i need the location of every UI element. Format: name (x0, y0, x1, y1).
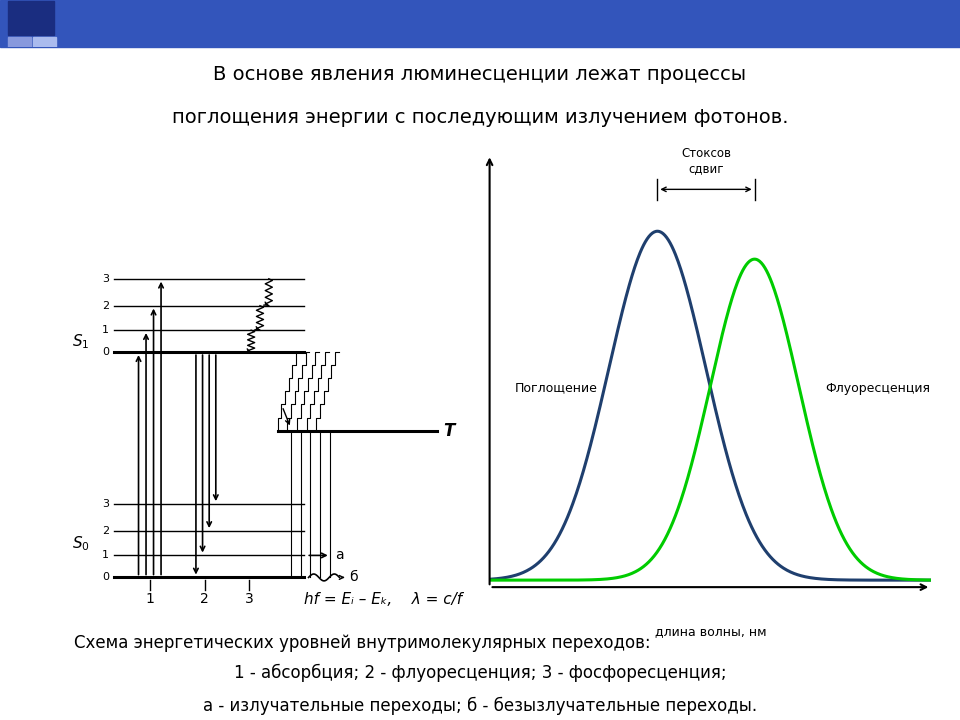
Bar (8, 1, 54, 35)
Text: 0: 0 (102, 572, 108, 582)
Text: 2: 2 (102, 301, 108, 311)
Text: В основе явления люминесценции лежат процессы: В основе явления люминесценции лежат про… (213, 65, 747, 84)
Text: $S_1$: $S_1$ (72, 332, 90, 351)
Bar (33, 37, 56, 47)
Text: 2: 2 (102, 526, 108, 536)
Text: 0: 0 (102, 347, 108, 357)
Text: Флуоресценция: Флуоресценция (826, 382, 930, 395)
Text: Стоксов
сдвиг: Стоксов сдвиг (681, 148, 731, 176)
Text: Схема энергетических уровней внутримолекулярных переходов:: Схема энергетических уровней внутримолек… (75, 634, 651, 652)
Text: 2: 2 (201, 593, 209, 606)
Text: 1: 1 (102, 325, 108, 336)
Text: hf = Eᵢ – Eₖ,    λ = c/f: hf = Eᵢ – Eₖ, λ = c/f (304, 592, 463, 607)
Text: T: T (444, 421, 455, 439)
Text: а - излучательные переходы; б - безызлучательные переходы.: а - излучательные переходы; б - безызлуч… (203, 697, 757, 715)
Text: 3: 3 (245, 593, 253, 606)
Text: 3: 3 (102, 499, 108, 509)
Text: Поглощение: Поглощение (515, 382, 597, 395)
Bar (8, 37, 31, 47)
Text: б: б (349, 570, 358, 585)
Text: 3: 3 (102, 274, 108, 284)
Text: 1 - абсорбция; 2 - флуоресценция; 3 - фосфоресценция;: 1 - абсорбция; 2 - флуоресценция; 3 - фо… (233, 664, 727, 683)
Text: 1: 1 (145, 593, 154, 606)
Text: 1: 1 (102, 550, 108, 560)
Text: длина волны, нм: длина волны, нм (655, 626, 766, 639)
Text: поглощения энергии с последующим излучением фотонов.: поглощения энергии с последующим излучен… (172, 108, 788, 127)
Text: $S_0$: $S_0$ (72, 534, 90, 552)
Text: а: а (335, 549, 344, 562)
